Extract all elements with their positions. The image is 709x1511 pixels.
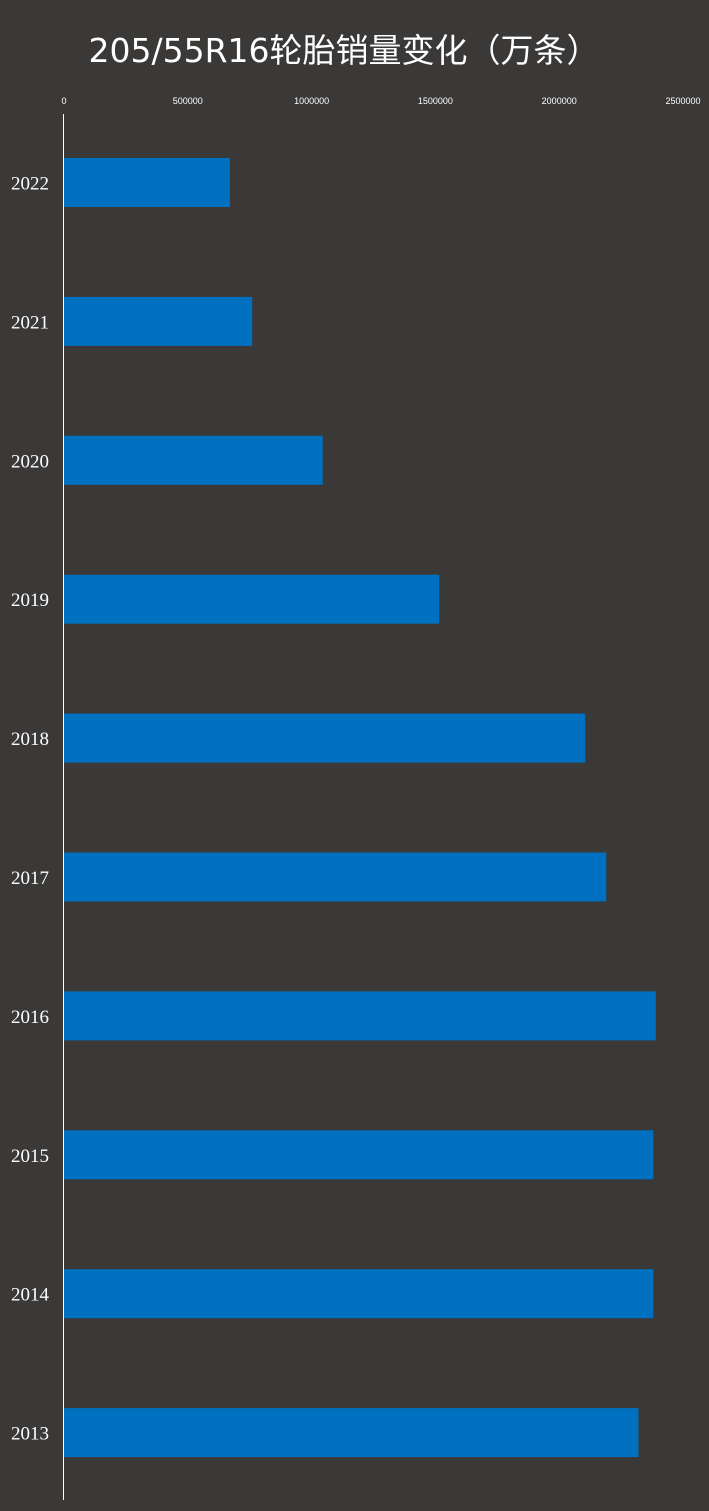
category-label: 2021 [11, 312, 49, 333]
bar-2016 [64, 991, 656, 1041]
category-label: 2013 [11, 1424, 49, 1445]
x-tick-label: 2000000 [542, 96, 577, 106]
bar-2022 [64, 158, 230, 207]
bar-2013 [64, 1408, 639, 1458]
bar-2015 [64, 1130, 654, 1180]
x-tick-label: 1000000 [294, 96, 329, 106]
x-tick-label: 1500000 [418, 96, 453, 106]
bar-2017 [64, 852, 607, 902]
bar-2018 [64, 713, 586, 763]
x-tick-label: 0 [61, 96, 66, 106]
category-label: 2016 [11, 1007, 49, 1028]
x-axis-ticks: 0 500000 1000000 1500000 2000000 2500000 [61, 96, 700, 106]
category-label: 2022 [11, 174, 49, 195]
x-tick-label: 500000 [173, 96, 203, 106]
category-label: 2020 [11, 451, 49, 472]
chart-title: 205/55R16轮胎销量变化（万条） [88, 31, 599, 70]
x-tick-label: 2500000 [665, 96, 700, 106]
category-label: 2019 [11, 590, 49, 611]
category-label: 2017 [11, 868, 49, 889]
bars-group [64, 158, 656, 1458]
category-label: 2015 [11, 1146, 49, 1167]
category-label: 2014 [11, 1285, 50, 1306]
bar-2020 [64, 435, 323, 485]
category-label: 2018 [11, 729, 49, 750]
bar-2019 [64, 574, 440, 624]
bar-2021 [64, 296, 253, 346]
category-labels: 2022 2021 2020 2019 2018 2017 2016 2015 2014 2013 [11, 174, 50, 1445]
bar-2014 [64, 1269, 654, 1319]
